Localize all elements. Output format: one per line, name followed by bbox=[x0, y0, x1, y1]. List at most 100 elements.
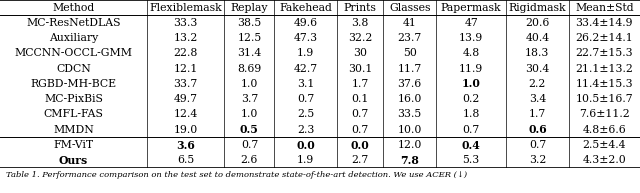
Text: 13.2: 13.2 bbox=[173, 33, 198, 43]
Text: 22.7±15.3: 22.7±15.3 bbox=[575, 48, 633, 58]
Text: 49.6: 49.6 bbox=[294, 18, 317, 28]
Text: 0.7: 0.7 bbox=[463, 125, 480, 135]
Text: MMDN: MMDN bbox=[53, 125, 94, 135]
Text: 16.0: 16.0 bbox=[397, 94, 422, 104]
Text: 1.9: 1.9 bbox=[297, 48, 314, 58]
Text: 3.6: 3.6 bbox=[176, 140, 195, 151]
Text: 47.3: 47.3 bbox=[294, 33, 317, 43]
Text: Ours: Ours bbox=[59, 155, 88, 166]
Text: 1.8: 1.8 bbox=[463, 109, 480, 119]
Text: 21.1±13.2: 21.1±13.2 bbox=[575, 64, 633, 74]
Text: 4.3±2.0: 4.3±2.0 bbox=[582, 155, 626, 165]
Text: 1.7: 1.7 bbox=[529, 109, 546, 119]
Text: 18.3: 18.3 bbox=[525, 48, 550, 58]
Text: Auxiliary: Auxiliary bbox=[49, 33, 98, 43]
Text: Method: Method bbox=[52, 3, 95, 13]
Text: 1.0: 1.0 bbox=[461, 79, 481, 89]
Text: 33.3: 33.3 bbox=[173, 18, 198, 28]
Text: Fakehead: Fakehead bbox=[279, 3, 332, 13]
Text: 11.9: 11.9 bbox=[459, 64, 483, 74]
Text: 0.1: 0.1 bbox=[351, 94, 369, 104]
Text: 6.5: 6.5 bbox=[177, 155, 195, 165]
Text: 0.4: 0.4 bbox=[462, 140, 481, 151]
Text: 4.8: 4.8 bbox=[463, 48, 480, 58]
Text: RGBD-MH-BCE: RGBD-MH-BCE bbox=[31, 79, 116, 89]
Text: 0.7: 0.7 bbox=[351, 125, 369, 135]
Text: 12.5: 12.5 bbox=[237, 33, 262, 43]
Text: 30: 30 bbox=[353, 48, 367, 58]
Text: 2.2: 2.2 bbox=[529, 79, 546, 89]
Text: Glasses: Glasses bbox=[389, 3, 431, 13]
Text: 2.6: 2.6 bbox=[241, 155, 258, 165]
Text: 47: 47 bbox=[464, 18, 478, 28]
Text: 11.4±15.3: 11.4±15.3 bbox=[575, 79, 633, 89]
Text: Rigidmask: Rigidmask bbox=[509, 3, 566, 13]
Text: 0.0: 0.0 bbox=[296, 140, 315, 151]
Text: 3.1: 3.1 bbox=[297, 79, 314, 89]
Text: 0.7: 0.7 bbox=[297, 94, 314, 104]
Text: 5.3: 5.3 bbox=[463, 155, 480, 165]
Text: 12.4: 12.4 bbox=[173, 109, 198, 119]
Text: 31.4: 31.4 bbox=[237, 48, 262, 58]
Text: Prints: Prints bbox=[344, 3, 376, 13]
Text: 7.6±11.2: 7.6±11.2 bbox=[579, 109, 630, 119]
Text: Papermask: Papermask bbox=[441, 3, 502, 13]
Text: Mean±Std: Mean±Std bbox=[575, 3, 634, 13]
Text: 26.2±14.1: 26.2±14.1 bbox=[575, 33, 633, 43]
Text: 0.0: 0.0 bbox=[351, 140, 369, 151]
Text: 0.7: 0.7 bbox=[529, 140, 546, 150]
Text: 8.69: 8.69 bbox=[237, 64, 262, 74]
Text: 3.4: 3.4 bbox=[529, 94, 546, 104]
Text: 33.5: 33.5 bbox=[397, 109, 422, 119]
Text: 12.0: 12.0 bbox=[397, 140, 422, 150]
Text: 30.4: 30.4 bbox=[525, 64, 550, 74]
Text: 2.5: 2.5 bbox=[297, 109, 314, 119]
Text: MCCNN-OCCL-GMM: MCCNN-OCCL-GMM bbox=[15, 48, 132, 58]
Text: 2.7: 2.7 bbox=[351, 155, 369, 165]
Text: 0.7: 0.7 bbox=[351, 109, 369, 119]
Text: 11.7: 11.7 bbox=[397, 64, 422, 74]
Text: 22.8: 22.8 bbox=[173, 48, 198, 58]
Text: MC-ResNetDLAS: MC-ResNetDLAS bbox=[26, 18, 121, 28]
Text: 23.7: 23.7 bbox=[397, 33, 422, 43]
Text: 12.1: 12.1 bbox=[173, 64, 198, 74]
Text: FM-ViT: FM-ViT bbox=[54, 140, 93, 150]
Text: 1.9: 1.9 bbox=[297, 155, 314, 165]
Text: 41: 41 bbox=[403, 18, 417, 28]
Text: MC-PixBiS: MC-PixBiS bbox=[44, 94, 103, 104]
Text: 0.6: 0.6 bbox=[528, 124, 547, 135]
Text: 50: 50 bbox=[403, 48, 417, 58]
Text: 20.6: 20.6 bbox=[525, 18, 550, 28]
Text: CDCN: CDCN bbox=[56, 64, 91, 74]
Text: 37.6: 37.6 bbox=[397, 79, 422, 89]
Text: 19.0: 19.0 bbox=[173, 125, 198, 135]
Text: Replay: Replay bbox=[230, 3, 268, 13]
Text: Table 1. Performance comparison on the test set to demonstrate state-of-the-art : Table 1. Performance comparison on the t… bbox=[6, 171, 468, 179]
Text: 10.5±16.7: 10.5±16.7 bbox=[575, 94, 633, 104]
Text: 0.5: 0.5 bbox=[240, 124, 259, 135]
Text: CMFL-FAS: CMFL-FAS bbox=[44, 109, 104, 119]
Text: 0.2: 0.2 bbox=[463, 94, 480, 104]
Text: 13.9: 13.9 bbox=[459, 33, 483, 43]
Text: 32.2: 32.2 bbox=[348, 33, 372, 43]
Text: 3.7: 3.7 bbox=[241, 94, 258, 104]
Text: 38.5: 38.5 bbox=[237, 18, 262, 28]
Text: 33.4±14.9: 33.4±14.9 bbox=[575, 18, 633, 28]
Text: 0.7: 0.7 bbox=[241, 140, 258, 150]
Text: 30.1: 30.1 bbox=[348, 64, 372, 74]
Text: 49.7: 49.7 bbox=[173, 94, 198, 104]
Text: 2.5±4.4: 2.5±4.4 bbox=[582, 140, 626, 150]
Text: 33.7: 33.7 bbox=[173, 79, 198, 89]
Text: 3.2: 3.2 bbox=[529, 155, 546, 165]
Text: 40.4: 40.4 bbox=[525, 33, 550, 43]
Text: 1.0: 1.0 bbox=[241, 79, 258, 89]
Text: Flexiblemask: Flexiblemask bbox=[149, 3, 222, 13]
Text: 7.8: 7.8 bbox=[400, 155, 419, 166]
Text: 10.0: 10.0 bbox=[397, 125, 422, 135]
Text: 4.8±6.6: 4.8±6.6 bbox=[582, 125, 626, 135]
Text: 1.7: 1.7 bbox=[351, 79, 369, 89]
Text: 3.8: 3.8 bbox=[351, 18, 369, 28]
Text: 1.0: 1.0 bbox=[241, 109, 258, 119]
Text: 2.3: 2.3 bbox=[297, 125, 314, 135]
Text: 42.7: 42.7 bbox=[294, 64, 317, 74]
